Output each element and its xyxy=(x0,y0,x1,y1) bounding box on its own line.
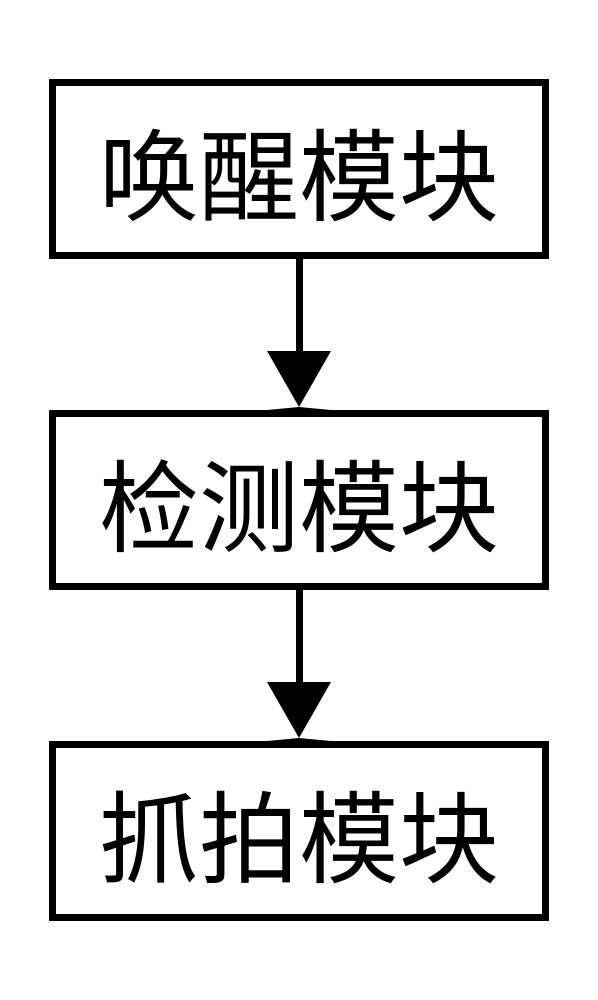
arrow-2-head xyxy=(267,682,331,741)
box-capture-module: 抓拍模块 xyxy=(49,741,549,921)
arrow-1-line xyxy=(296,259,303,351)
arrow-1-head xyxy=(267,351,331,410)
arrow-1 xyxy=(267,259,331,410)
arrow-2 xyxy=(267,590,331,741)
flowchart-container: 唤醒模块 检测模块 抓拍模块 xyxy=(49,79,549,921)
box-wake-module: 唤醒模块 xyxy=(49,79,549,259)
box-detect-module: 检测模块 xyxy=(49,410,549,590)
arrow-2-line xyxy=(296,590,303,682)
